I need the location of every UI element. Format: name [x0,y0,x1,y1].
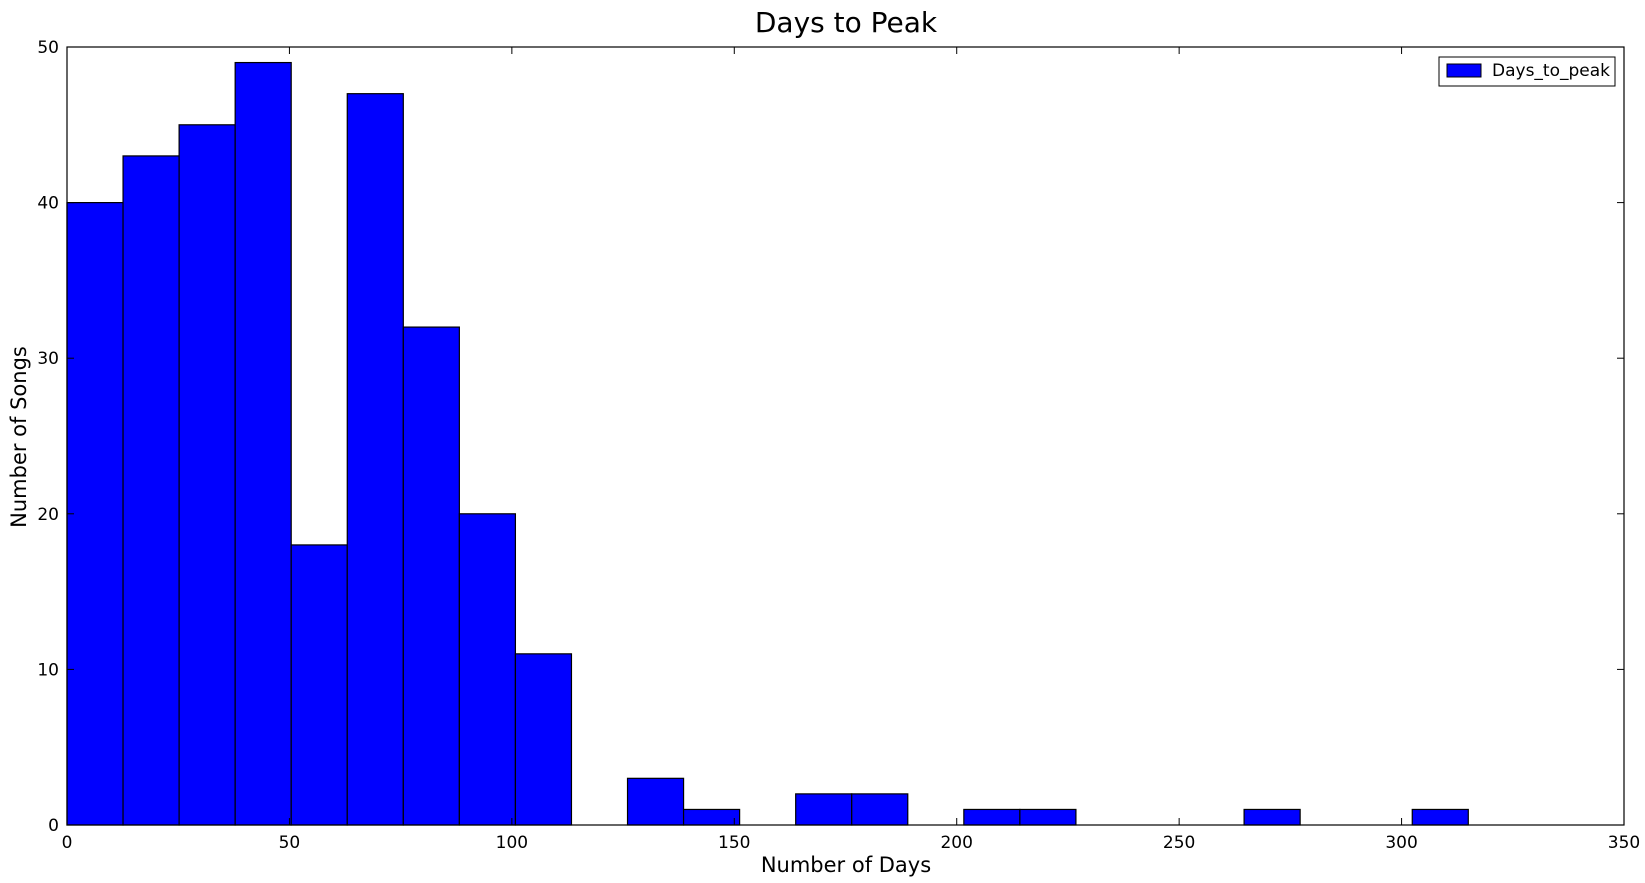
y-tick-label: 50 [37,38,59,58]
y-tick-label: 0 [48,816,59,836]
plot-frame [66,46,1625,826]
y-tick-label: 40 [37,194,59,214]
y-tick-label: 30 [37,349,59,369]
x-tick-label: 250 [1163,833,1195,853]
histogram-bar [1411,808,1469,826]
histogram-bar [178,124,236,826]
histogram-bar [1243,808,1301,826]
histogram-bar [626,777,685,826]
histogram-bar [66,202,124,826]
y-tick-label: 20 [37,505,59,525]
histogram-bars [66,61,1469,826]
legend-label: Days_to_peak [1492,61,1610,81]
x-tick-label: 300 [1385,833,1417,853]
x-tick-label: 0 [62,833,73,853]
histogram-bar [458,513,517,826]
x-tick-label: 100 [496,833,528,853]
x-tick-label: 150 [718,833,750,853]
histogram-bar [963,808,1021,826]
y-tick-label: 10 [37,660,59,680]
histogram-bar [402,326,460,826]
histogram-bar [514,653,573,826]
legend: Days_to_peak [1438,56,1616,87]
chart-title: Days to Peak [755,6,938,39]
x-tick-label: 200 [940,833,972,853]
histogram-bar [682,808,741,826]
histogram-bar [1019,808,1077,826]
histogram-bar [795,793,853,826]
histogram-bar [851,793,909,826]
histogram-bar [122,155,180,826]
legend-swatch [1446,63,1482,78]
x-tick-label: 50 [279,833,301,853]
y-axis-label: Number of Songs [7,346,31,528]
x-tick-label: 350 [1608,833,1640,853]
x-axis-label: Number of Days [761,853,931,877]
histogram-bar [290,544,348,826]
histogram-bar [346,93,404,826]
histogram-bar [234,61,292,826]
axis-ticks: 0 50 100 150 200 250 300 350 0 10 20 30 40 50 [37,38,1640,853]
